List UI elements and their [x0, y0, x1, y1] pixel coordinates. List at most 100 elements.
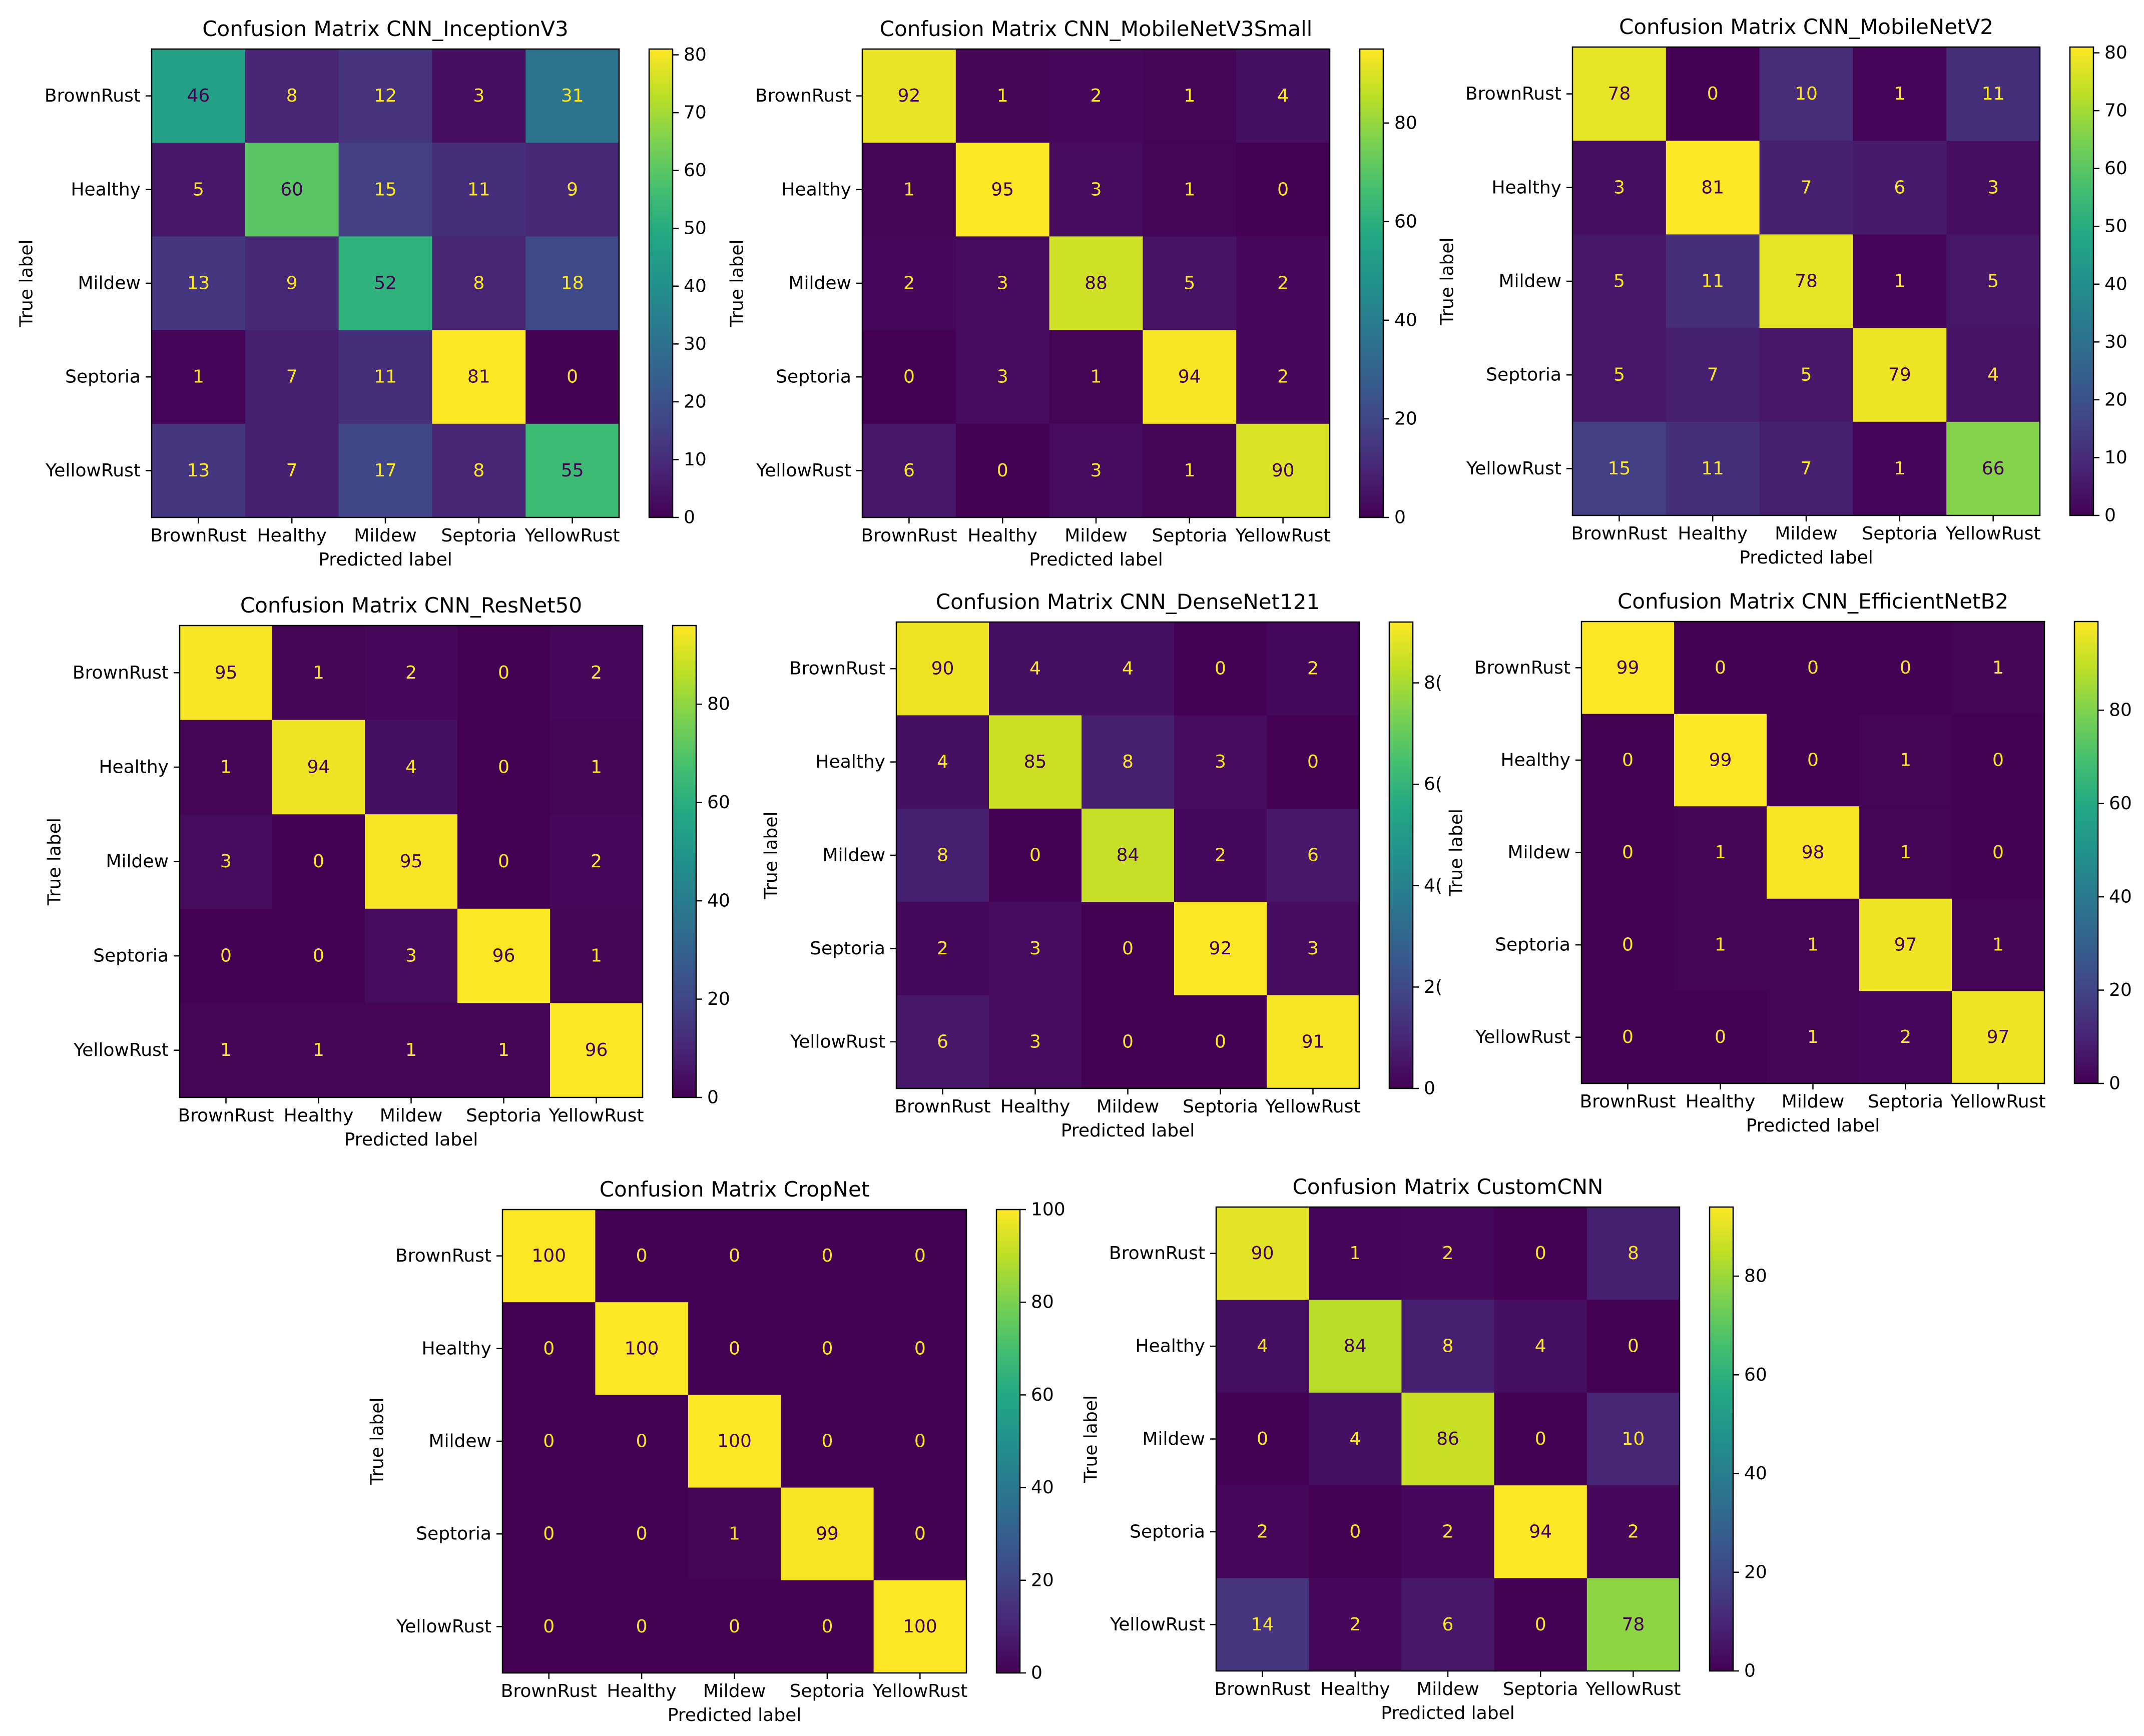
heatmap-cell — [338, 330, 432, 424]
y-tick-label: Healthy — [781, 179, 851, 200]
cell-value: 6 — [903, 460, 915, 481]
heatmap-cell — [1666, 328, 1760, 422]
cell-value: 0 — [543, 1616, 555, 1637]
heatmap-cell — [1401, 1392, 1495, 1486]
cell-value: 0 — [636, 1246, 648, 1266]
cell-value: 46 — [187, 86, 210, 106]
cell-value: 0 — [1992, 750, 2004, 770]
x-axis-label: Predicted label — [318, 549, 452, 570]
colorbar-tick-label: 20 — [1744, 1562, 1767, 1582]
heatmap-cell — [896, 902, 989, 996]
y-axis-label: True label — [727, 240, 748, 328]
cell-value: 0 — [1715, 1027, 1726, 1047]
cell-value: 1 — [1894, 84, 1905, 104]
colorbar-tick-label: 80 — [1394, 113, 1417, 133]
heatmap-cell — [1853, 234, 1947, 329]
cell-value: 0 — [1622, 842, 1634, 863]
y-tick-label: Healthy — [1491, 177, 1561, 198]
x-tick-label: BrownRust — [178, 1105, 274, 1126]
cell-value: 55 — [561, 460, 584, 481]
heatmap-cell — [781, 1580, 874, 1673]
cell-value: 84 — [1117, 845, 1140, 866]
heatmap-cell — [365, 814, 458, 909]
cell-value: 4 — [937, 752, 948, 772]
cell-value: 0 — [914, 1246, 926, 1266]
y-tick-label: Healthy — [1135, 1336, 1205, 1357]
heatmap-cell — [862, 49, 956, 143]
heatmap-cell — [1494, 1392, 1587, 1486]
cell-value: 6 — [1307, 845, 1319, 866]
cell-value: 18 — [561, 273, 584, 294]
y-tick-label: Septoria — [1495, 935, 1570, 955]
cell-value: 3 — [220, 851, 232, 872]
heatmap-cell — [595, 1487, 689, 1581]
cell-value: 9 — [286, 273, 298, 294]
y-axis-label: True label — [367, 1398, 388, 1486]
colorbar — [1359, 48, 1384, 518]
x-tick-label: Mildew — [1097, 1096, 1160, 1117]
cell-value: 3 — [1987, 177, 1999, 198]
heatmap-cell — [1401, 1300, 1495, 1393]
colorbar-tick-label: 50 — [2104, 216, 2127, 237]
x-tick-label: Healthy — [1320, 1679, 1390, 1699]
cell-value: 2 — [1442, 1243, 1454, 1264]
cell-value: 100 — [717, 1431, 752, 1452]
heatmap-cell — [1267, 622, 1360, 716]
heatmap-cell — [1952, 806, 2045, 899]
heatmap-cell — [1767, 898, 1860, 991]
cell-value: 0 — [313, 851, 324, 872]
y-tick-label: Healthy — [99, 757, 169, 777]
y-tick-label: YellowRust — [1466, 458, 1561, 479]
heatmap-cell — [1267, 808, 1360, 902]
heatmap-cell — [1572, 141, 1667, 235]
cell-value: 1 — [1184, 179, 1195, 200]
x-axis-label: Predicted label — [344, 1129, 478, 1150]
heatmap-cell — [781, 1210, 874, 1303]
cell-value: 100 — [625, 1338, 659, 1359]
heatmap-cell — [550, 720, 643, 815]
heatmap-cell — [1759, 328, 1853, 422]
colorbar-tick-label: 70 — [2104, 101, 2127, 121]
heatmap-cell — [1674, 622, 1767, 715]
colorbar-tick-label: 30 — [2104, 332, 2127, 352]
cell-value: 1 — [1091, 367, 1102, 387]
x-tick-label: Mildew — [703, 1681, 766, 1701]
heatmap-cell — [1267, 995, 1360, 1089]
colorbar-tick-label: 10 — [2104, 447, 2127, 468]
cell-value: 0 — [498, 663, 509, 683]
cell-value: 4 — [1122, 659, 1134, 679]
heatmap-cell — [1236, 423, 1330, 518]
heatmap-cell — [272, 1003, 365, 1098]
cell-value: 97 — [1894, 935, 1917, 955]
cell-value: 9 — [567, 179, 578, 200]
colorbar-tick-label: 40 — [1744, 1463, 1767, 1484]
colorbar-tick-label: 40 — [707, 891, 730, 911]
cell-value: 1 — [498, 1040, 509, 1060]
heatmap-cell — [502, 1210, 596, 1303]
heatmap-cell — [688, 1395, 781, 1488]
cell-value: 15 — [374, 179, 397, 200]
cell-value: 95 — [991, 179, 1014, 200]
y-tick-label: YellowRust — [790, 1031, 885, 1052]
x-tick-label: BrownRust — [150, 525, 246, 546]
cell-value: 4 — [1277, 86, 1289, 106]
cell-value: 4 — [405, 757, 417, 777]
colorbar-tick-label: 70 — [684, 103, 707, 123]
colorbar-tick-label: 80 — [684, 45, 707, 65]
cell-value: 10 — [1795, 84, 1818, 104]
colorbar-tick-label: 0 — [1031, 1663, 1042, 1683]
x-axis-label: Predicted label — [1029, 549, 1163, 570]
heatmap-cell — [1853, 328, 1947, 422]
y-tick-label: Mildew — [428, 1431, 491, 1452]
cell-value: 1 — [997, 86, 1008, 106]
heatmap-cell — [457, 908, 551, 1003]
heatmap-cell — [1853, 421, 1947, 516]
cell-value: 86 — [1436, 1429, 1459, 1449]
x-tick-label: Healthy — [1686, 1091, 1756, 1112]
heatmap-cell — [1759, 141, 1853, 235]
y-axis-label: True label — [17, 240, 37, 328]
heatmap-cell — [502, 1487, 596, 1581]
cell-value: 1 — [1807, 935, 1819, 955]
heatmap-cell — [688, 1210, 781, 1303]
cell-value: 3 — [473, 86, 484, 106]
